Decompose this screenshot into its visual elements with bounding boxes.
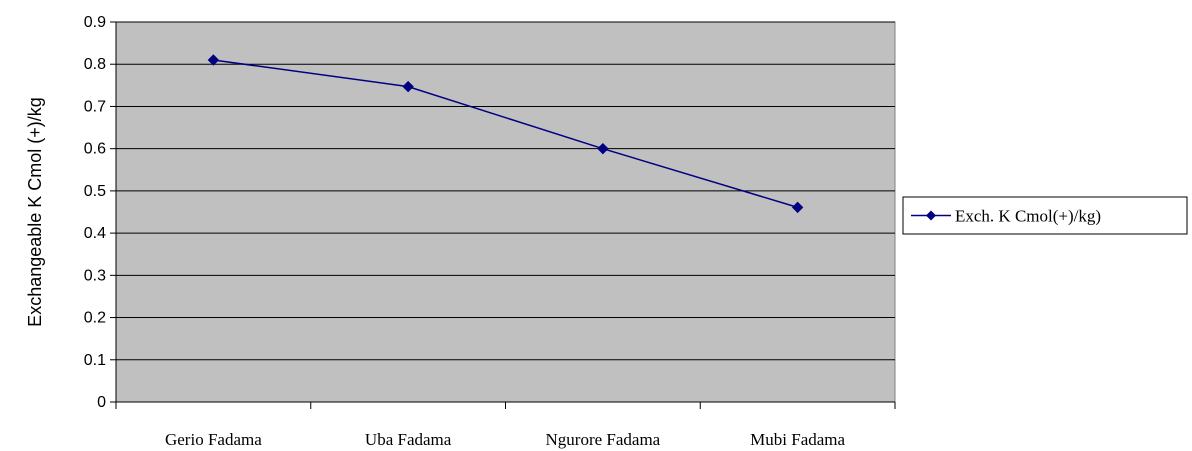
series-line xyxy=(213,59,798,209)
y-tick-label: 0.1 xyxy=(84,352,106,369)
y-tick-label: 0.8 xyxy=(84,56,106,73)
y-tick-label: 0.2 xyxy=(84,310,106,327)
plot-area xyxy=(115,21,896,403)
x-tick-label: Uba Fadama xyxy=(365,430,452,449)
y-tick-label: 0.6 xyxy=(84,141,106,158)
legend-diamond-marker xyxy=(926,210,936,221)
data-point-marker xyxy=(597,142,609,155)
y-tick-label: 0.9 xyxy=(84,14,106,31)
y-tick-label: 0.3 xyxy=(84,267,106,284)
x-tick-label: Gerio Fadama xyxy=(165,430,262,449)
legend-label: Exch. K Cmol(+)/kg) xyxy=(955,207,1101,226)
x-axis: Gerio Fadama Uba Fadama Ngurore Fadama Mubi… xyxy=(115,401,896,449)
data-point-marker xyxy=(791,201,804,214)
y-axis-label: Exchangeable K Cmol (+)/kg xyxy=(25,97,45,327)
series-layer xyxy=(207,54,804,214)
y-tick-label: 0.4 xyxy=(84,225,106,242)
data-point-marker xyxy=(402,80,414,93)
y-tick-label: 0.7 xyxy=(84,98,106,115)
data-point-marker xyxy=(207,54,220,66)
x-tick-label: Mubi Fadama xyxy=(750,430,845,449)
y-tick-label: 0.5 xyxy=(84,183,106,200)
y-axis: 0 0.1 0.2 0.3 0.4 0.5 0.6 0.7 0.8 0.9 xyxy=(84,14,117,411)
gridlines xyxy=(116,21,895,361)
legend: Exch. K Cmol(+)/kg) xyxy=(902,196,1188,235)
x-tick-label: Ngurore Fadama xyxy=(546,430,661,449)
y-tick-label: 0 xyxy=(97,394,106,411)
